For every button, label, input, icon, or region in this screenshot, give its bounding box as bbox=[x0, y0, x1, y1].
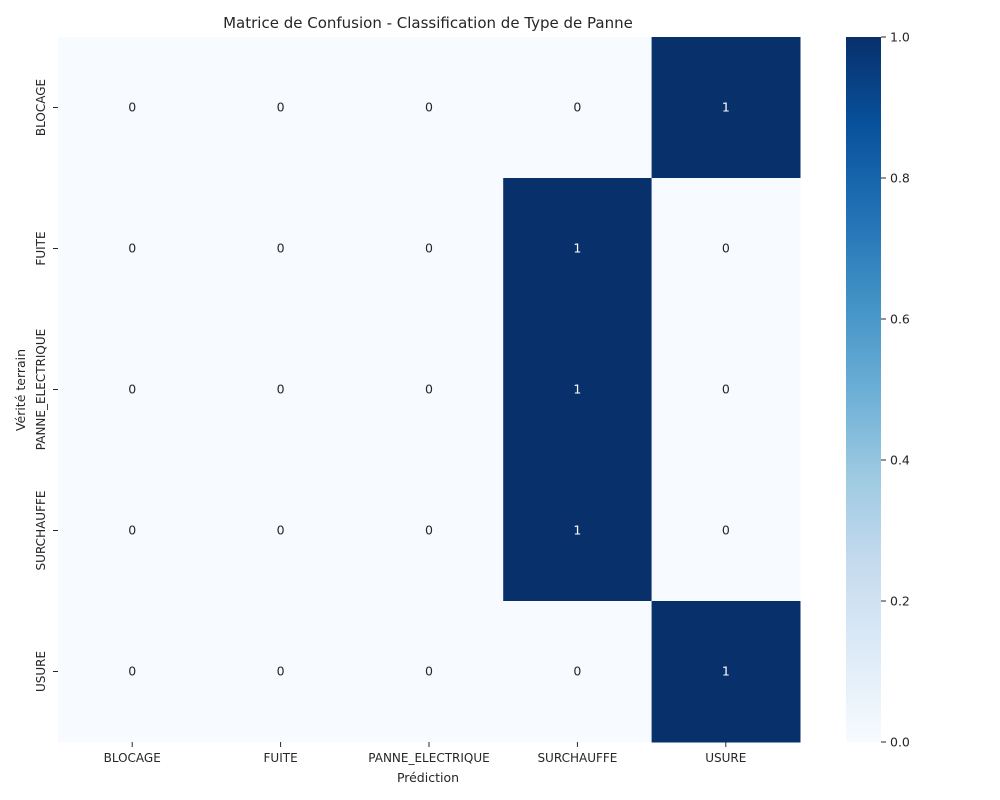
heatmap-cell bbox=[206, 601, 356, 743]
heatmap-cell bbox=[354, 601, 504, 743]
y-tick-label: SURCHAUFFE bbox=[34, 491, 48, 571]
cell-value-label: 1 bbox=[722, 100, 730, 115]
x-tick-label: FUITE bbox=[264, 751, 298, 765]
x-axis-ticks: BLOCAGE FUITE PANNE_ELECTRIQUE SURCHAUFFE US… bbox=[104, 742, 746, 765]
x-tick-label: SURCHAUFFE bbox=[537, 751, 617, 765]
heatmap-cell bbox=[651, 319, 801, 461]
heatmap-cell bbox=[503, 601, 653, 743]
cell-value-label: 0 bbox=[425, 523, 433, 538]
cell-value-label: 0 bbox=[277, 664, 285, 679]
cell-value-label: 0 bbox=[722, 382, 730, 397]
heatmap-cell bbox=[354, 37, 504, 179]
cell-value-label: 0 bbox=[722, 523, 730, 538]
y-axis-label: Vérité terrain bbox=[13, 349, 28, 431]
cell-value-label: 0 bbox=[128, 382, 136, 397]
heatmap-cell bbox=[206, 178, 356, 320]
heatmap-cell bbox=[206, 460, 356, 602]
cell-value-label: 0 bbox=[128, 664, 136, 679]
cell-value-label: 0 bbox=[277, 241, 285, 256]
x-tick-label: USURE bbox=[705, 751, 746, 765]
y-tick-label: USURE bbox=[34, 651, 48, 692]
y-tick-label: PANNE_ELECTRIQUE bbox=[34, 329, 48, 450]
colorbar-tick-label: 0.2 bbox=[890, 594, 910, 609]
colorbar-tick-label: 0.6 bbox=[890, 312, 910, 327]
y-axis-ticks: BLOCAGE FUITE PANNE_ELECTRIQUE SURCHAUFFE US… bbox=[34, 79, 58, 692]
heatmap-cell bbox=[651, 601, 801, 743]
cell-value-label: 1 bbox=[722, 664, 730, 679]
heatmap-cell bbox=[206, 37, 356, 179]
colorbar-tick-label: 0.8 bbox=[890, 171, 910, 186]
heatmap-cell bbox=[503, 319, 653, 461]
cell-value-label: 0 bbox=[277, 523, 285, 538]
x-tick-label: BLOCAGE bbox=[104, 751, 161, 765]
cell-value-label: 0 bbox=[277, 382, 285, 397]
heatmap-cell bbox=[503, 460, 653, 602]
heatmap-cell bbox=[58, 319, 207, 461]
cell-value-label: 0 bbox=[128, 100, 136, 115]
heatmap-cell bbox=[354, 319, 504, 461]
heatmap-cell bbox=[651, 37, 801, 179]
colorbar-tick-label: 0.0 bbox=[890, 735, 910, 750]
colorbar-ticks: 0.0 0.2 0.4 0.6 0.8 1.0 bbox=[881, 30, 910, 750]
cell-value-label: 1 bbox=[573, 241, 581, 256]
cell-value-label: 0 bbox=[425, 664, 433, 679]
x-tick-label: PANNE_ELECTRIQUE bbox=[368, 751, 489, 765]
cell-value-label: 0 bbox=[573, 664, 581, 679]
heatmap-cell bbox=[354, 460, 504, 602]
cell-value-label: 0 bbox=[425, 382, 433, 397]
heatmap-cells bbox=[58, 37, 801, 743]
heatmap-cell bbox=[503, 37, 653, 179]
cell-value-label: 1 bbox=[573, 382, 581, 397]
colorbar bbox=[846, 37, 881, 742]
x-axis-label: Prédiction bbox=[397, 770, 459, 785]
colorbar-tick-label: 1.0 bbox=[890, 30, 910, 45]
y-tick-label: FUITE bbox=[34, 231, 48, 265]
chart-title: Matrice de Confusion - Classification de… bbox=[223, 14, 633, 32]
heatmap-cell bbox=[503, 178, 653, 320]
cell-value-label: 0 bbox=[425, 241, 433, 256]
heatmap-cell bbox=[651, 178, 801, 320]
heatmap-cell bbox=[58, 601, 207, 743]
heatmap-cell bbox=[58, 460, 207, 602]
cell-value-label: 0 bbox=[573, 100, 581, 115]
cell-value-label: 1 bbox=[573, 523, 581, 538]
cell-value-label: 0 bbox=[425, 100, 433, 115]
heatmap-cell bbox=[651, 460, 801, 602]
y-tick-label: BLOCAGE bbox=[34, 79, 48, 136]
heatmap-cell bbox=[206, 319, 356, 461]
heatmap-cell bbox=[58, 37, 207, 179]
cell-value-label: 0 bbox=[128, 523, 136, 538]
heatmap-cell bbox=[354, 178, 504, 320]
cell-value-label: 0 bbox=[277, 100, 285, 115]
heatmap-cell bbox=[58, 178, 207, 320]
cell-value-label: 0 bbox=[128, 241, 136, 256]
colorbar-tick-label: 0.4 bbox=[890, 453, 910, 468]
cell-value-label: 0 bbox=[722, 241, 730, 256]
cell-value-labels: 0 0 0 0 1 0 0 0 1 0 0 0 0 1 0 0 0 0 1 0 0 0 0 0 1 bbox=[128, 100, 730, 679]
